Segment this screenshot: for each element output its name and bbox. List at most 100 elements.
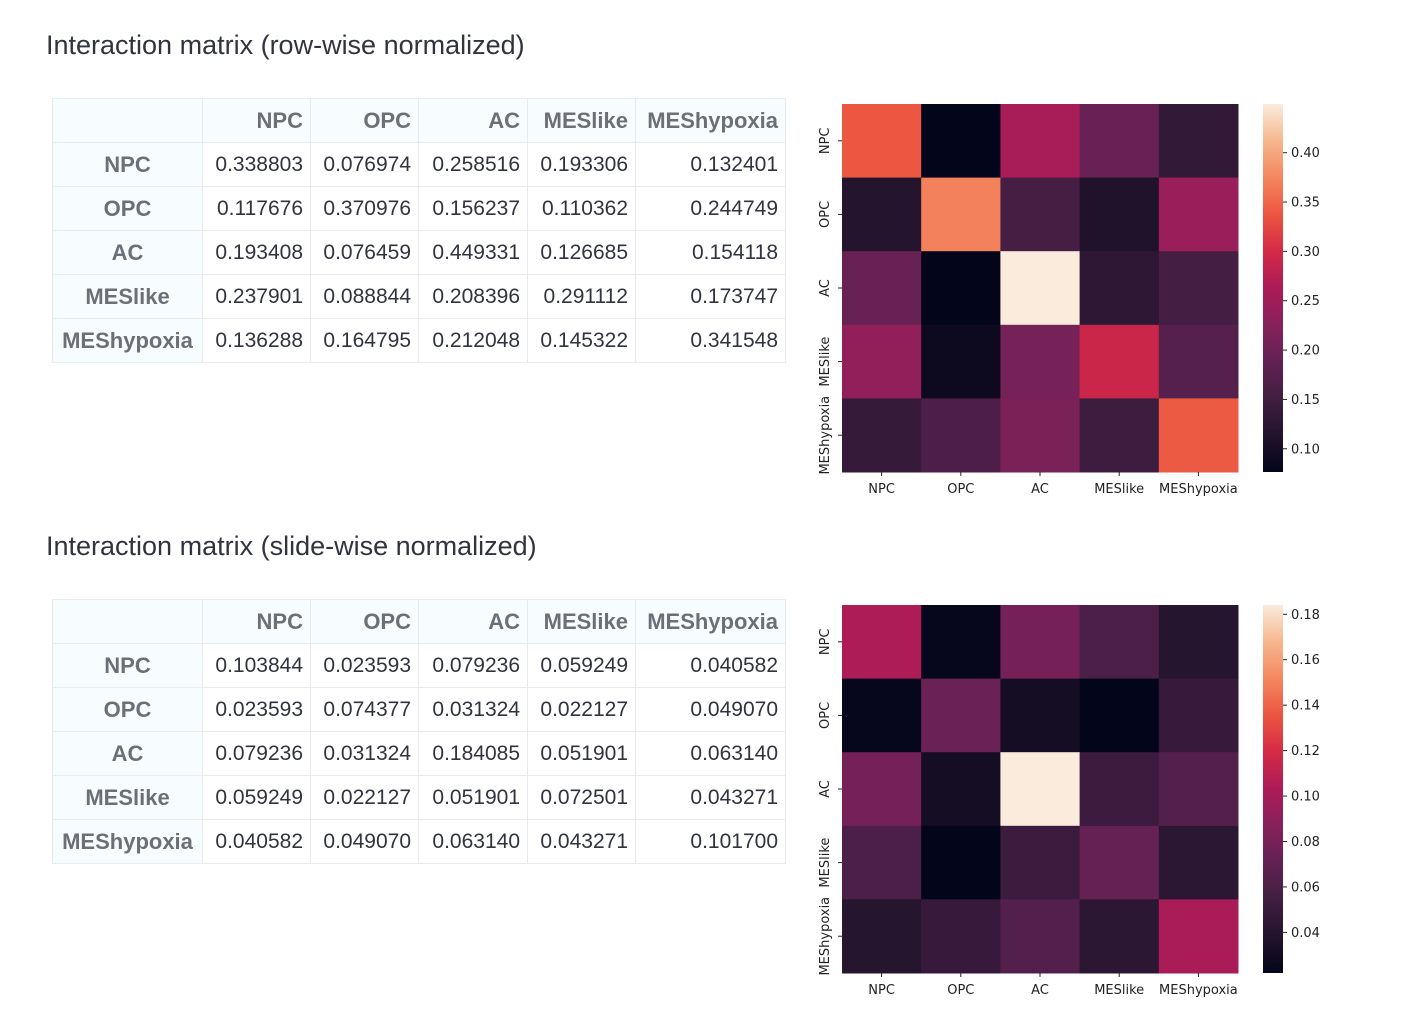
row-header: MEShypoxia <box>52 819 203 864</box>
colorbar-tick-label: 0.25 <box>1291 294 1320 309</box>
heatmap-cell <box>921 605 1001 680</box>
table-cell: 0.103844 <box>202 643 311 688</box>
table-row: NPC 0.338803 0.076974 0.258516 0.193306 … <box>52 142 786 187</box>
y-tick-label: OPC <box>818 201 833 228</box>
row-header: OPC <box>52 186 203 231</box>
heatmap-cell <box>1000 605 1081 680</box>
row-header: MESlike <box>52 775 203 820</box>
column-header[interactable]: AC <box>418 98 528 143</box>
heatmap-cell <box>1079 104 1160 179</box>
table-cell: 0.126685 <box>527 230 636 275</box>
x-tick-label: AC <box>1031 983 1049 998</box>
column-header[interactable]: MEShypoxia <box>635 599 786 644</box>
y-tick-label: NPC <box>818 127 833 154</box>
table-cell: 0.449331 <box>418 230 528 275</box>
heatmap-cell <box>1079 752 1160 827</box>
column-header[interactable]: OPC <box>310 98 419 143</box>
row-header: AC <box>52 230 203 275</box>
table-cell: 0.244749 <box>635 186 786 231</box>
heatmap-cell <box>1079 251 1160 326</box>
table-row: OPC 0.023593 0.074377 0.031324 0.022127 … <box>52 687 786 732</box>
table-cell: 0.040582 <box>202 819 311 864</box>
heatmap-cell <box>921 177 1001 252</box>
table-cell: 0.291112 <box>527 274 636 319</box>
heatmap-cell <box>1000 899 1081 974</box>
table-row: AC 0.079236 0.031324 0.184085 0.051901 0… <box>52 731 786 776</box>
heatmap-cell <box>1158 678 1239 753</box>
y-tick-label: MEShypoxia <box>818 897 833 976</box>
table-cell: 0.079236 <box>418 643 528 688</box>
table-cell: 0.031324 <box>310 731 419 776</box>
table-cell: 0.022127 <box>310 775 419 820</box>
x-tick-label: MEShypoxia <box>1159 983 1238 998</box>
table-header-row: NPC OPC AC MESlike MEShypoxia <box>52 98 786 143</box>
heatmap-cell <box>1000 825 1081 900</box>
heatmap-cell <box>1158 899 1239 974</box>
y-tick-label: AC <box>818 780 833 798</box>
column-header[interactable]: NPC <box>202 599 311 644</box>
table-cell: 0.076459 <box>310 230 419 275</box>
corner-cell <box>52 599 203 644</box>
table-cell: 0.023593 <box>310 643 419 688</box>
table-cell: 0.164795 <box>310 318 419 363</box>
x-tick-label: MEShypoxia <box>1159 482 1238 497</box>
colorbar-tick-label: 0.14 <box>1291 699 1320 714</box>
row-header: AC <box>52 731 203 776</box>
table-cell: 0.040582 <box>635 643 786 688</box>
column-header[interactable]: AC <box>418 599 528 644</box>
table-cell: 0.237901 <box>202 274 311 319</box>
table-cell: 0.341548 <box>635 318 786 363</box>
heatmap-cell <box>842 324 922 399</box>
colorbar-tick-label: 0.04 <box>1291 926 1320 941</box>
row-header: MEShypoxia <box>52 318 203 363</box>
table-cell: 0.051901 <box>527 731 636 776</box>
table-cell: 0.072501 <box>527 775 636 820</box>
heatmap-cell <box>1158 251 1239 326</box>
column-header[interactable]: NPC <box>202 98 311 143</box>
x-tick-label: MESlike <box>1094 482 1144 497</box>
corner-cell <box>52 98 203 143</box>
table-cell: 0.193408 <box>202 230 311 275</box>
table-cell: 0.101700 <box>635 819 786 864</box>
heatmap-cell <box>1158 605 1239 680</box>
table-cell: 0.193306 <box>527 142 636 187</box>
heatmap-cell <box>921 104 1001 179</box>
table-cell: 0.049070 <box>310 819 419 864</box>
column-header[interactable]: MESlike <box>527 98 636 143</box>
table-cell: 0.370976 <box>310 186 419 231</box>
table-cell: 0.043271 <box>635 775 786 820</box>
heatmap-cell <box>842 825 922 900</box>
column-header[interactable]: MEShypoxia <box>635 98 786 143</box>
column-header[interactable]: MESlike <box>527 599 636 644</box>
heatmap-cell <box>921 752 1001 827</box>
heatmap-cell <box>1079 899 1160 974</box>
heatmap-cell <box>1000 752 1081 827</box>
y-tick-label: MESlike <box>818 337 833 387</box>
table-cell: 0.117676 <box>202 186 311 231</box>
heatmap-cell <box>921 825 1001 900</box>
heatmap-cell <box>921 324 1001 399</box>
table-cell: 0.031324 <box>418 687 528 732</box>
row-header: NPC <box>52 142 203 187</box>
y-tick-label: AC <box>818 279 833 297</box>
table-cell: 0.088844 <box>310 274 419 319</box>
table-cell: 0.212048 <box>418 318 528 363</box>
heatmap-cell <box>842 605 922 680</box>
table-row: NPC 0.103844 0.023593 0.079236 0.059249 … <box>52 643 786 688</box>
table-cell: 0.258516 <box>418 142 528 187</box>
table-cell: 0.022127 <box>527 687 636 732</box>
colorbar-tick-label: 0.06 <box>1291 880 1320 895</box>
colorbar-tick-label: 0.30 <box>1291 245 1320 260</box>
table-cell: 0.208396 <box>418 274 528 319</box>
table-row: MESlike 0.059249 0.022127 0.051901 0.072… <box>52 775 786 820</box>
heatmap-cell <box>1000 678 1081 753</box>
heatmap-cell <box>842 104 922 179</box>
section-title: Interaction matrix (slide-wise normalize… <box>46 531 537 561</box>
x-tick-label: OPC <box>947 482 974 497</box>
table-cell: 0.049070 <box>635 687 786 732</box>
column-header[interactable]: OPC <box>310 599 419 644</box>
x-tick-label: NPC <box>868 482 895 497</box>
table-cell: 0.074377 <box>310 687 419 732</box>
y-tick-label: OPC <box>818 702 833 729</box>
table-cell: 0.076974 <box>310 142 419 187</box>
